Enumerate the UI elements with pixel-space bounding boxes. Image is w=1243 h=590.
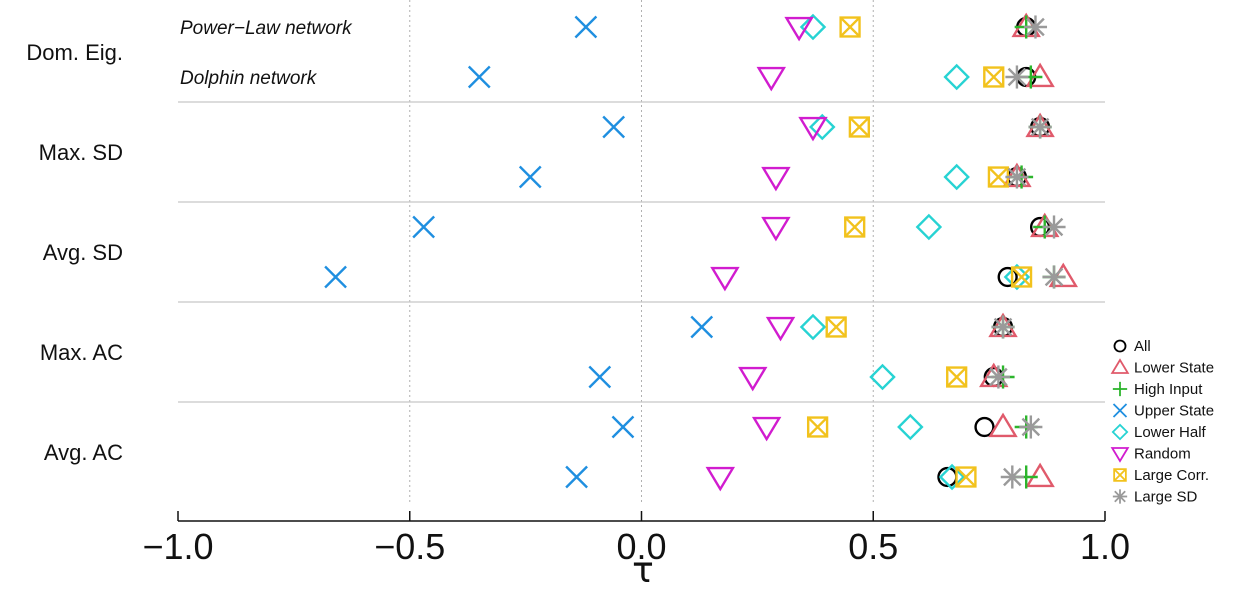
legend-marker <box>1112 381 1128 397</box>
data-point <box>798 116 828 142</box>
network-label: Dolphin network <box>180 68 318 89</box>
data-point <box>705 466 736 492</box>
x-tick-label: −0.5 <box>374 526 445 567</box>
data-point <box>983 66 1005 88</box>
data-point <box>784 16 814 42</box>
group-label: Avg. AC <box>44 440 123 465</box>
data-point <box>799 313 827 341</box>
network-labels: Power−Law network Dolphin network <box>180 18 353 89</box>
data-point <box>1010 266 1033 288</box>
legend-item: Lower State <box>1110 358 1214 377</box>
data-point <box>1025 62 1055 88</box>
data-point <box>955 466 977 488</box>
data-point <box>987 166 1010 188</box>
legend: All Lower State High Input Upper State Lower… <box>1110 338 1214 506</box>
legend-item: Upper State <box>1112 403 1214 420</box>
data-point <box>943 63 970 91</box>
data-point <box>844 216 866 238</box>
x-tick-label: 0.0 <box>616 526 666 567</box>
data-point <box>761 216 791 242</box>
data-point <box>738 366 768 392</box>
x-axis-title: τ <box>632 550 654 590</box>
legend-item: Large Corr. <box>1113 467 1209 484</box>
data-point <box>897 413 924 441</box>
data-point <box>518 165 542 189</box>
legend-label: All <box>1134 338 1151 355</box>
legend-label: Random <box>1134 446 1191 463</box>
data-point <box>574 15 598 39</box>
legend-item: Lower Half <box>1111 423 1207 441</box>
data-point <box>756 66 786 92</box>
data-point <box>943 163 970 191</box>
legend-label: Lower State <box>1134 360 1214 377</box>
x-tick-label: 0.5 <box>848 526 898 567</box>
data-point <box>809 113 836 141</box>
data-point <box>1023 15 1048 39</box>
legend-label: High Input <box>1134 381 1203 398</box>
data-point <box>565 465 588 489</box>
group-label: Max. SD <box>39 140 123 165</box>
data-point <box>938 463 966 491</box>
data-point <box>848 116 870 138</box>
group-label: Dom. Eig. <box>26 40 123 65</box>
data-point <box>467 65 491 89</box>
group-label: Max. AC <box>40 340 123 365</box>
data-point <box>915 213 943 241</box>
data-point <box>1025 462 1055 488</box>
data-point <box>324 265 347 289</box>
legend-marker <box>1113 339 1127 353</box>
legend-label: Large SD <box>1134 489 1198 506</box>
legend-item: High Input <box>1112 381 1203 398</box>
data-point <box>1019 415 1043 439</box>
legend-marker <box>1112 403 1128 418</box>
legend-item: Large SD <box>1112 489 1198 506</box>
data-point <box>1028 115 1052 139</box>
legend-marker <box>1112 489 1128 504</box>
data-point <box>1000 465 1024 489</box>
data-point <box>602 115 626 139</box>
data-point <box>869 363 896 391</box>
data-point <box>825 316 847 338</box>
group-label: Avg. SD <box>43 240 123 265</box>
legend-marker <box>1110 358 1130 374</box>
data-point <box>799 13 827 41</box>
data-point <box>412 215 436 239</box>
grid-lines <box>409 0 874 505</box>
data-point <box>751 416 782 442</box>
data-point <box>1042 215 1066 239</box>
legend-item: Random <box>1110 446 1191 463</box>
legend-marker <box>1113 468 1127 482</box>
data-point <box>988 412 1018 438</box>
x-tick-label: −1.0 <box>142 526 213 567</box>
group-separators <box>178 101 1105 403</box>
data-point <box>946 366 968 388</box>
legend-label: Large Corr. <box>1134 467 1209 484</box>
data-point <box>588 365 612 389</box>
data-point <box>1005 65 1029 89</box>
data-point <box>690 315 714 339</box>
legend-item: All <box>1113 338 1151 355</box>
data-point <box>611 415 635 439</box>
group-labels: Dom. Eig. Max. SD Avg. SD Max. AC Avg. AC <box>26 40 123 465</box>
data-point <box>839 16 861 38</box>
x-tick-labels: −1.0 −0.5 0.0 0.5 1.0 <box>142 511 1130 567</box>
data-point <box>761 166 791 192</box>
legend-label: Lower Half <box>1134 424 1207 441</box>
data-point <box>710 266 740 292</box>
data-point <box>986 365 1010 389</box>
data-point <box>997 266 1018 288</box>
legend-marker <box>1110 447 1130 463</box>
network-label: Power−Law network <box>180 18 353 39</box>
x-tick-label: 1.0 <box>1080 526 1130 567</box>
data-point <box>765 316 796 342</box>
legend-marker <box>1111 423 1129 441</box>
data-point <box>991 315 1015 339</box>
legend-label: Upper State <box>1134 403 1214 420</box>
data-point <box>974 416 995 438</box>
data-points <box>324 12 1079 492</box>
data-point <box>806 416 829 438</box>
data-point <box>1042 265 1066 289</box>
data-point <box>1005 165 1029 189</box>
